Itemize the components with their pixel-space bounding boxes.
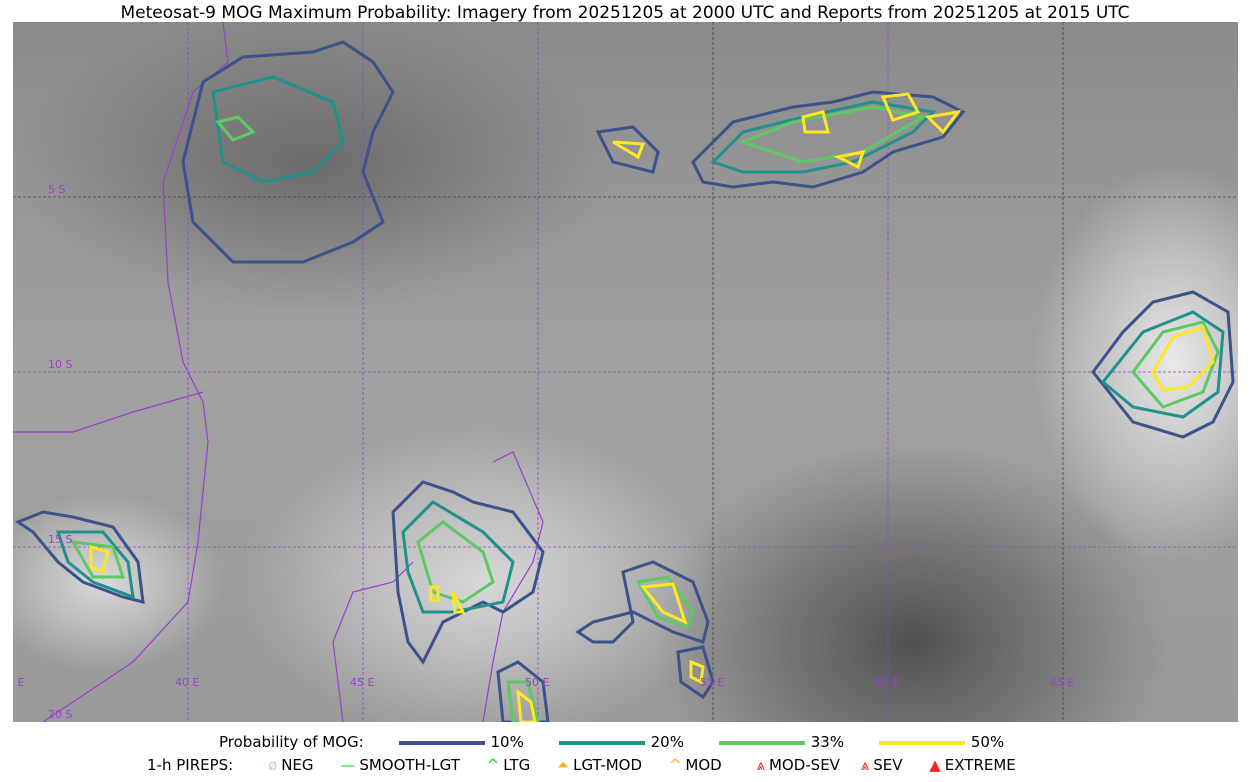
caret-icon: ^ xyxy=(486,756,500,774)
lat-label: 5 S xyxy=(48,183,66,196)
level-label: 33% xyxy=(810,733,845,751)
line-icon: — xyxy=(340,756,356,774)
pirep-item: LGT-MOD xyxy=(573,756,643,774)
lon-label: 60 E xyxy=(875,676,900,689)
probability-legend: Probability of MOG: 10% 20% 33% 50% xyxy=(219,733,1004,751)
lon-label: 50 E xyxy=(525,676,550,689)
map-title: Meteosat-9 MOG Maximum Probability: Imag… xyxy=(120,3,1130,23)
satellite-map: 35 E 40 E 45 E 50 E 55 E 60 E 65 E 5 S 1… xyxy=(13,22,1238,722)
lat-label: 10 S xyxy=(48,358,73,371)
double-caret-icon: ⩓ xyxy=(860,756,870,774)
lon-label: 35 E xyxy=(13,676,25,689)
triangle-caret-icon: ⏶ xyxy=(557,756,570,774)
map-overlay xyxy=(13,22,1238,722)
level-label: 50% xyxy=(970,733,1005,751)
lat-label: 20 S xyxy=(48,708,73,721)
pirep-legend: 1-h PIREPS: ø NEG — SMOOTH-LGT ^ LTG ⏶ LGT-M… xyxy=(147,756,1016,774)
swatch-10 xyxy=(398,740,485,745)
lon-label: 40 E xyxy=(175,676,200,689)
filled-triangle-icon: ▲ xyxy=(929,756,941,774)
swatch-50 xyxy=(878,740,965,745)
mog-contours xyxy=(14,40,1235,722)
neg-icon: ø xyxy=(268,756,278,774)
graticule xyxy=(13,22,1238,722)
swatch-20 xyxy=(558,740,645,745)
pirep-item: MOD-SEV xyxy=(768,756,840,774)
pirep-item: SMOOTH-LGT xyxy=(359,756,460,774)
double-caret-icon: ⩓ xyxy=(756,756,765,774)
pirep-item: LTG xyxy=(503,756,531,774)
lon-label: 65 E xyxy=(1050,676,1075,689)
prob-label: Probability of MOG: xyxy=(219,733,364,751)
pirep-item: SEV xyxy=(873,756,903,774)
pirep-label: 1-h PIREPS: xyxy=(147,756,234,774)
pirep-item: EXTREME xyxy=(944,756,1016,774)
pirep-item: NEG xyxy=(281,756,314,774)
level-label: 20% xyxy=(650,733,684,751)
pirep-item: MOD xyxy=(685,756,722,774)
coastlines xyxy=(13,22,544,722)
caret-icon: ^ xyxy=(668,756,682,774)
lon-label: 45 E xyxy=(350,676,375,689)
lat-label: 15 S xyxy=(48,533,73,546)
lon-label: 55 E xyxy=(700,676,725,689)
level-label: 10% xyxy=(490,733,524,751)
swatch-33 xyxy=(718,740,805,745)
